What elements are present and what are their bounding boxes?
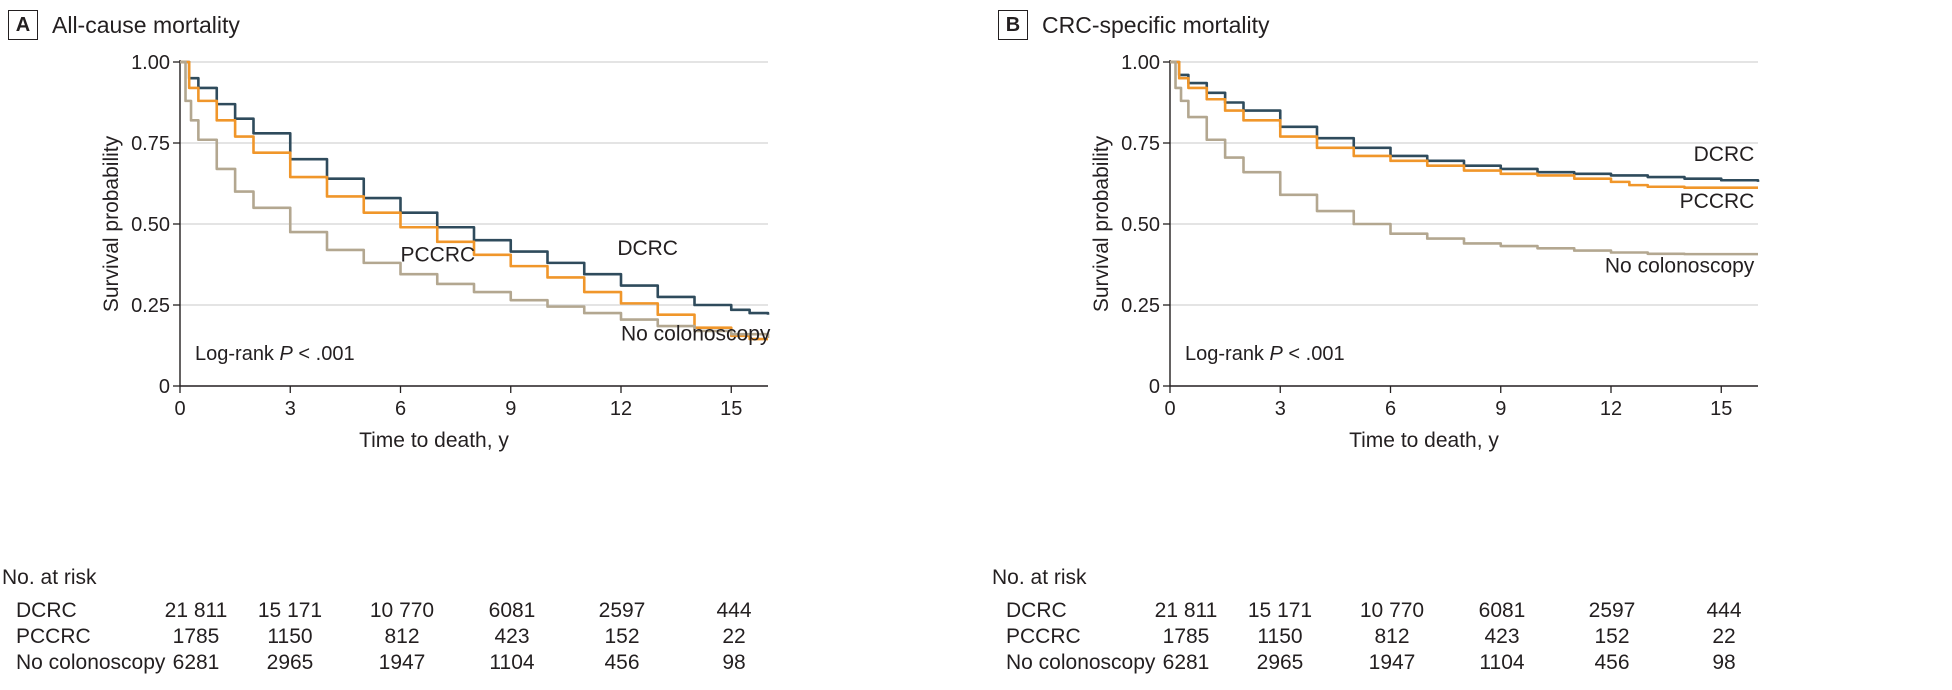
risk-value: 98 xyxy=(1712,651,1736,674)
risk-value: 1947 xyxy=(378,651,426,674)
risk-row-label: DCRC xyxy=(1006,599,1067,622)
panel-letter: B xyxy=(998,10,1028,40)
panel-title: All-cause mortality xyxy=(52,11,240,38)
x-axis-label: Time to death, y xyxy=(1349,429,1499,452)
panel-header: A All-cause mortality xyxy=(8,8,240,42)
risk-value: 1104 xyxy=(1479,651,1525,674)
y-tick-label: 0.25 xyxy=(131,295,170,317)
x-axis-label: Time to death, y xyxy=(359,429,509,452)
risk-value: 22 xyxy=(1712,625,1736,648)
series-label: DCRC xyxy=(1694,143,1755,166)
risk-row-label: No colonoscopy xyxy=(16,651,166,674)
y-tick-label: 0.75 xyxy=(131,133,170,155)
series-line xyxy=(180,60,770,315)
risk-value: 152 xyxy=(1594,625,1630,648)
y-tick-label: 0.50 xyxy=(131,214,170,236)
x-tick-label: 3 xyxy=(285,398,296,420)
series-line xyxy=(180,60,770,339)
y-tick-label: 0.75 xyxy=(1121,133,1160,155)
risk-row-label: No colonoscopy xyxy=(1006,651,1156,674)
y-tick-label: 0 xyxy=(159,376,170,398)
y-tick-label: 0 xyxy=(1149,376,1160,398)
risk-value: 812 xyxy=(1374,625,1410,648)
risk-value: 6081 xyxy=(488,599,536,622)
series-label: DCRC xyxy=(617,237,678,260)
y-axis-label: Survival probability xyxy=(1090,135,1113,312)
risk-value: 21 811 xyxy=(164,599,228,622)
panel-a: A All-cause mortality 0 0.25 0.50 0.75 1.00 0… xyxy=(2,8,771,674)
series-label: No colonoscopy xyxy=(1605,255,1755,278)
x-tick-label: 9 xyxy=(1495,398,1506,420)
x-tick-label: 6 xyxy=(1385,398,1396,420)
series-line xyxy=(1170,60,1760,182)
risk-value: 1150 xyxy=(267,625,313,648)
series-line xyxy=(180,60,768,341)
risk-value: 152 xyxy=(604,625,640,648)
y-tick-label: 1.00 xyxy=(131,52,170,74)
x-tick-label: 3 xyxy=(1275,398,1286,420)
risk-value: 444 xyxy=(1706,599,1742,622)
x-tick-label: 6 xyxy=(395,398,406,420)
logrank-annotation: Log-rank P < .001 xyxy=(195,343,355,365)
risk-value: 1785 xyxy=(172,625,220,648)
series-label: PCCRC xyxy=(401,243,476,266)
logrank-annotation: Log-rank P < .001 xyxy=(1185,343,1345,365)
risk-value: 6281 xyxy=(1162,651,1210,674)
risk-table-title: No. at risk xyxy=(2,566,97,589)
x-tick-label: 12 xyxy=(1600,398,1622,420)
survival-chart: 0 0.25 0.50 0.75 1.00 0 3 6 9 12 15 Time to death, … xyxy=(100,52,771,452)
risk-value: 1150 xyxy=(1257,625,1303,648)
risk-value: 15 171 xyxy=(257,599,323,622)
risk-value: 423 xyxy=(494,625,530,648)
x-tick-label: 0 xyxy=(174,398,185,420)
risk-value: 6281 xyxy=(172,651,220,674)
y-tick-label: 0.25 xyxy=(1121,295,1160,317)
risk-value: 6081 xyxy=(1478,599,1526,622)
risk-value: 423 xyxy=(1484,625,1520,648)
x-tick-label: 15 xyxy=(1710,398,1732,420)
series-line xyxy=(1170,60,1758,190)
risk-value: 444 xyxy=(716,599,752,622)
x-tick-label: 0 xyxy=(1164,398,1175,420)
risk-value: 1104 xyxy=(489,651,535,674)
risk-value: 1947 xyxy=(1368,651,1416,674)
y-tick-label: 1.00 xyxy=(1121,52,1160,74)
risk-value: 10 770 xyxy=(369,599,435,622)
risk-row-label: DCRC xyxy=(16,599,77,622)
y-tick-label: 0.50 xyxy=(1121,214,1160,236)
x-tick-label: 9 xyxy=(505,398,516,420)
risk-value: 98 xyxy=(722,651,746,674)
risk-value: 2965 xyxy=(1256,651,1304,674)
risk-value: 22 xyxy=(722,625,746,648)
x-tick-label: 12 xyxy=(610,398,632,420)
risk-value: 21 811 xyxy=(1154,599,1218,622)
panel-header: B CRC-specific mortality xyxy=(998,8,1269,42)
risk-value: 456 xyxy=(1594,651,1630,674)
risk-value: 2597 xyxy=(598,599,646,622)
panel-letter: A xyxy=(8,10,38,40)
risk-value: 812 xyxy=(384,625,420,648)
risk-row-label: PCCRC xyxy=(1006,625,1081,648)
risk-row-label: PCCRC xyxy=(16,625,91,648)
risk-table-title: No. at risk xyxy=(992,566,1087,589)
risk-value: 1785 xyxy=(1162,625,1210,648)
risk-value: 2965 xyxy=(266,651,314,674)
series-line xyxy=(1170,60,1758,256)
risk-value: 15 171 xyxy=(1247,599,1313,622)
panel-b: B CRC-specific mortality 0 0.25 0.50 0.75 1.… xyxy=(990,0,1952,690)
y-axis-label: Survival probability xyxy=(100,135,123,312)
series-label: PCCRC xyxy=(1680,190,1755,213)
risk-value: 2597 xyxy=(1588,599,1636,622)
risk-value: 456 xyxy=(604,651,640,674)
panel-title: CRC-specific mortality xyxy=(1042,11,1270,38)
x-tick-label: 15 xyxy=(720,398,742,420)
survival-chart: 0 0.25 0.50 0.75 1.00 0 3 6 9 12 15 Time to death, … xyxy=(1090,52,1760,452)
series-label: No colonoscopy xyxy=(621,323,771,346)
risk-value: 10 770 xyxy=(1359,599,1425,622)
